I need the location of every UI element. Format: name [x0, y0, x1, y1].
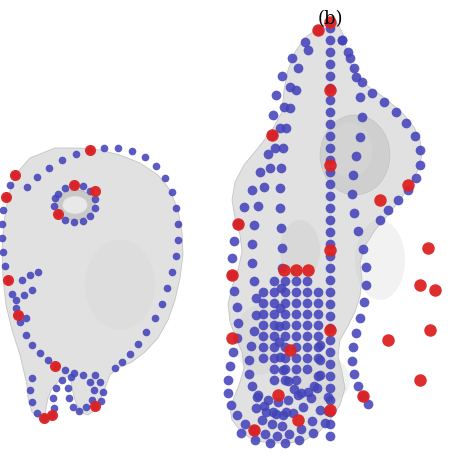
Ellipse shape — [320, 115, 390, 195]
Ellipse shape — [85, 240, 155, 330]
Ellipse shape — [355, 220, 405, 300]
Ellipse shape — [235, 305, 285, 375]
Polygon shape — [228, 22, 422, 443]
Ellipse shape — [290, 355, 350, 405]
Ellipse shape — [280, 220, 320, 280]
Ellipse shape — [63, 196, 88, 214]
Text: (b): (b) — [317, 10, 343, 28]
Polygon shape — [2, 148, 183, 418]
Ellipse shape — [328, 122, 373, 177]
Ellipse shape — [55, 190, 95, 220]
